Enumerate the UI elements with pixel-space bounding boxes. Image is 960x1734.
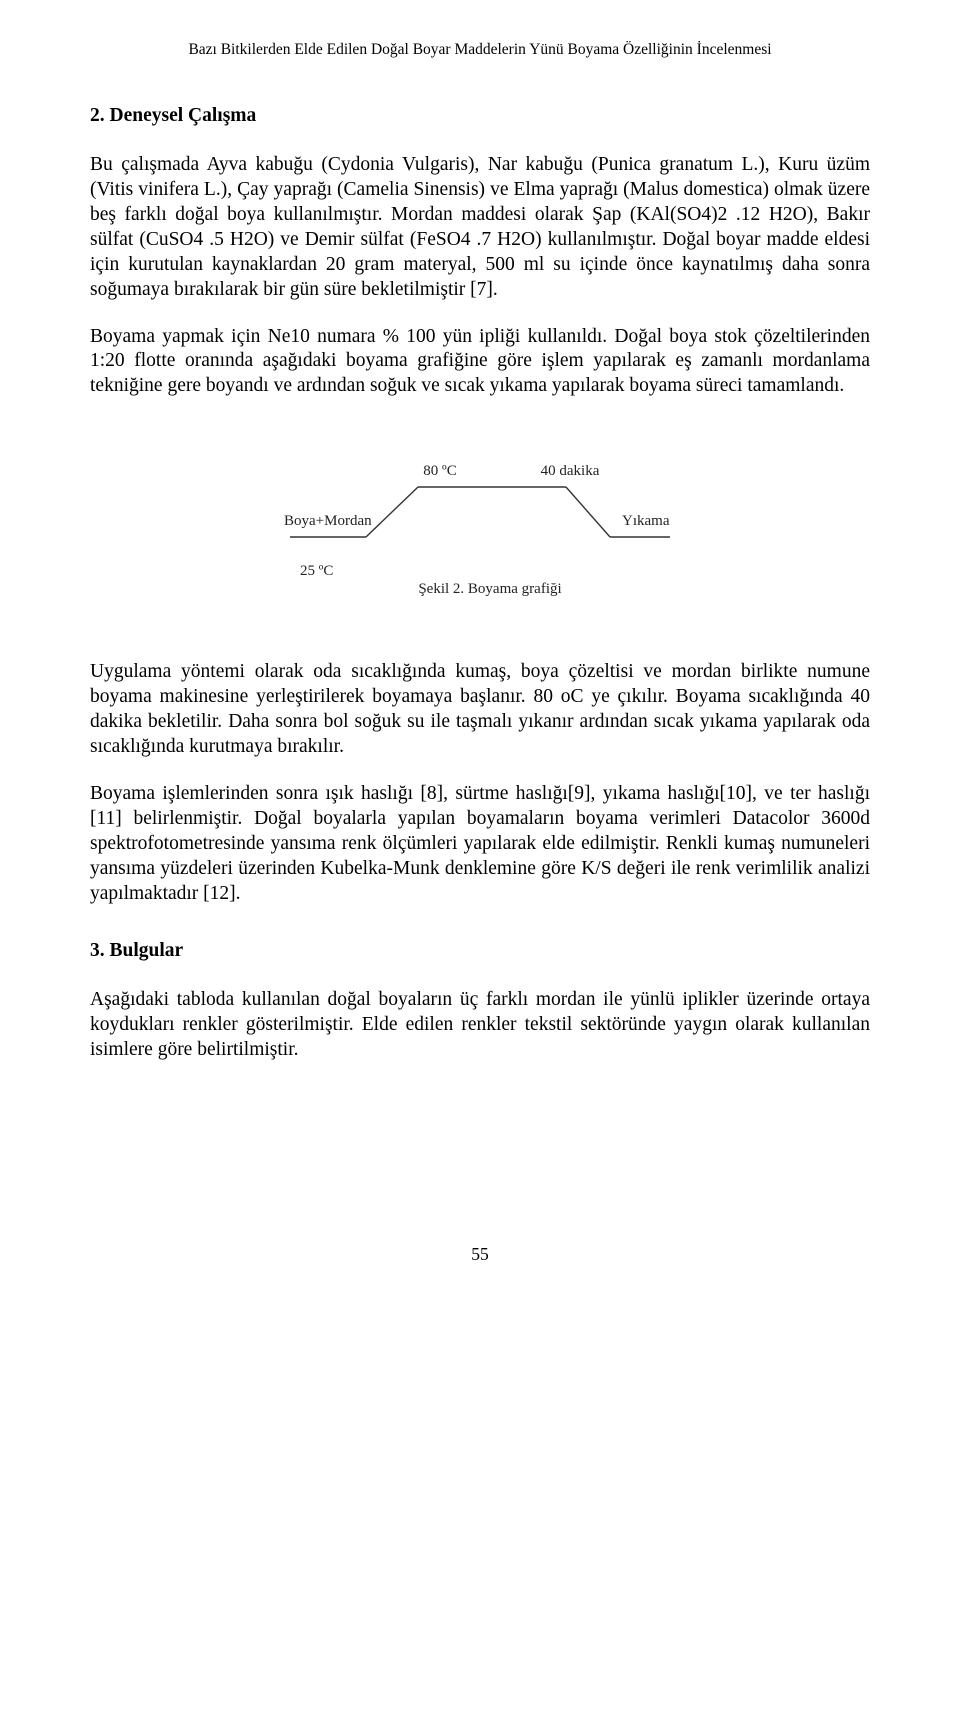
section-3-heading: 3. Bulgular [90, 939, 870, 964]
page-number: 55 [90, 1243, 870, 1265]
paragraph-1: Bu çalışmada Ayva kabuğu (Cydonia Vulgar… [90, 153, 870, 303]
svg-text:Yıkama: Yıkama [622, 513, 670, 529]
figure-2-dyeing-graph: 80 ºC 40 dakika Boya+Mordan Yıkama 25 ºC Şeki… [90, 425, 870, 608]
running-title-text: Bazı Bitkilerden Elde Edilen Doğal Boyar… [188, 41, 771, 58]
paragraph-3: Uygulama yöntemi olarak oda sıcaklığında… [90, 660, 870, 760]
svg-text:Boya+Mordan: Boya+Mordan [284, 513, 372, 529]
paragraph-4: Boyama işlemlerinden sonra ışık haslığı … [90, 782, 870, 907]
paragraph-2: Boyama yapmak için Ne10 numara % 100 yün… [90, 325, 870, 400]
paragraph-5: Aşağıdaki tabloda kullanılan doğal boyal… [90, 988, 870, 1063]
svg-text:80 ºC: 80 ºC [423, 463, 456, 479]
dyeing-graph-svg: 80 ºC 40 dakika Boya+Mordan Yıkama 25 ºC Şeki… [270, 425, 690, 600]
svg-text:Şekil 2. Boyama grafiği: Şekil 2. Boyama grafiği [418, 581, 561, 597]
svg-text:40 dakika: 40 dakika [541, 463, 600, 479]
running-header: Bazı Bitkilerden Elde Edilen Doğal Boyar… [90, 40, 870, 60]
section-2-heading: 2. Deneysel Çalışma [90, 104, 870, 129]
svg-text:25 ºC: 25 ºC [300, 563, 333, 579]
